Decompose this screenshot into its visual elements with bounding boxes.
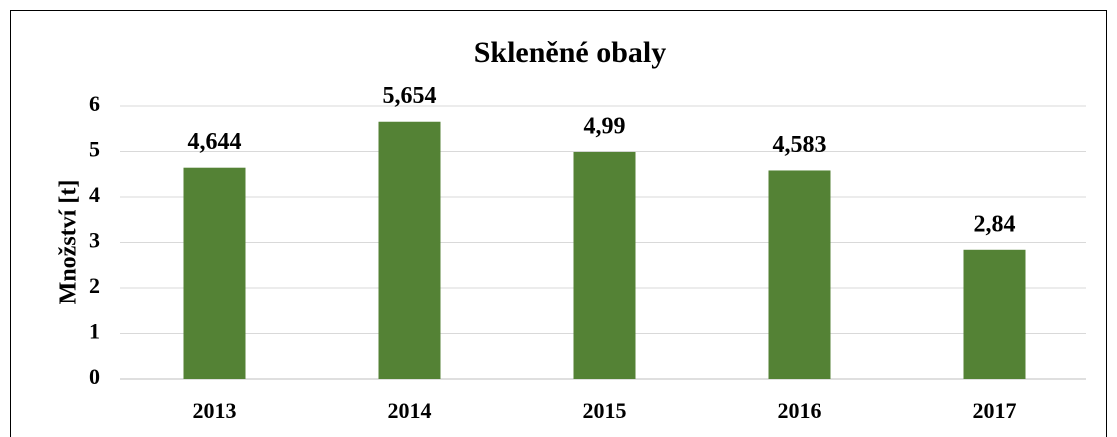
y-tick-label: 3: [89, 228, 100, 253]
y-tick-label: 5: [89, 137, 100, 162]
x-tick-label: 2015: [583, 398, 627, 423]
y-tick-label: 4: [89, 182, 100, 207]
x-tick-label: 2013: [193, 398, 237, 423]
data-label: 2,84: [974, 211, 1016, 237]
data-label: 4,583: [773, 132, 827, 158]
bar: [768, 170, 831, 379]
bar: [963, 249, 1026, 379]
data-label: 4,644: [188, 129, 242, 155]
x-tick-label: 2017: [973, 398, 1017, 423]
x-tick-label: 2016: [778, 398, 822, 423]
chart-title: Skleněné obaly: [474, 36, 667, 69]
y-tick-label: 1: [89, 319, 100, 344]
bar: [573, 151, 636, 379]
y-axis-title: Množství [t]: [56, 180, 82, 305]
x-tick-label: 2014: [388, 398, 432, 423]
bar: [183, 167, 246, 379]
y-tick-label: 0: [89, 364, 100, 389]
y-tick-label: 2: [89, 273, 100, 298]
bar: [378, 121, 441, 380]
data-label: 4,99: [584, 113, 626, 139]
chart-border: [10, 10, 1107, 437]
y-tick-label: 6: [89, 91, 100, 116]
data-label: 5,654: [383, 83, 437, 109]
